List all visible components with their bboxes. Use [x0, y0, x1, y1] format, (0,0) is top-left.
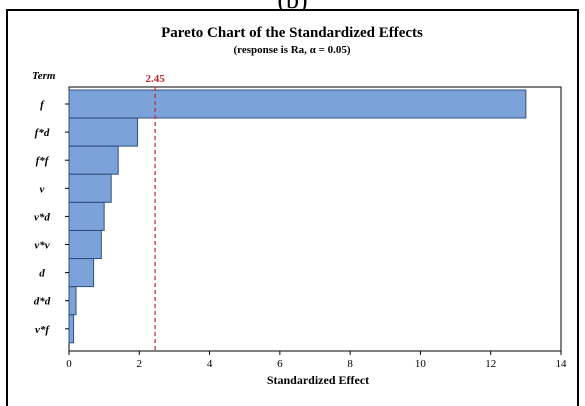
category-label-4: v*d: [34, 211, 50, 223]
category-label-2: f*f: [36, 155, 50, 167]
category-label-6: d: [39, 268, 45, 280]
bar-2: [68, 145, 119, 175]
x-tick-label-7: 14: [556, 358, 568, 370]
plot-border: [68, 86, 562, 352]
category-label-3: v: [40, 183, 45, 195]
reference-line-label: 2.45: [145, 73, 165, 85]
x-tick-label-1: 2: [137, 358, 143, 370]
chart-frame: Pareto Chart of the Standardized Effects…: [6, 9, 579, 406]
category-label-0: f: [40, 99, 45, 111]
category-label-8: v*f: [35, 324, 50, 336]
chart-subtitle: (response is Ra, α = 0.05): [233, 44, 350, 56]
x-tick-label-2: 4: [207, 358, 213, 370]
bar-8: [68, 314, 75, 344]
y-axis-title: Term: [32, 70, 56, 82]
bar-4: [68, 201, 105, 231]
x-tick-label-3: 6: [277, 358, 283, 370]
x-tick-label-4: 8: [347, 358, 353, 370]
bar-5: [68, 230, 102, 259]
bar-6: [68, 258, 95, 288]
category-label-1: f*d: [35, 127, 50, 139]
x-tick-label-6: 12: [485, 358, 496, 370]
bar-1: [68, 117, 139, 147]
x-tick-label-5: 10: [415, 358, 427, 370]
x-axis-title: Standardized Effect: [267, 373, 369, 387]
chart-title: Pareto Chart of the Standardized Effects: [161, 25, 423, 41]
x-tick-label-0: 0: [66, 358, 72, 370]
category-label-7: d*d: [34, 296, 51, 308]
bar-0: [68, 89, 527, 119]
bar-3: [68, 173, 112, 203]
pareto-chart: Pareto Chart of the Standardized Effects…: [32, 25, 567, 387]
category-label-5: v*v: [34, 240, 49, 252]
bar-7: [68, 286, 77, 316]
plot-area: f f*d f*f v v*d v*v d d*d v*f 0 2 4 6 8 10 12 14 2.45: [34, 73, 567, 370]
